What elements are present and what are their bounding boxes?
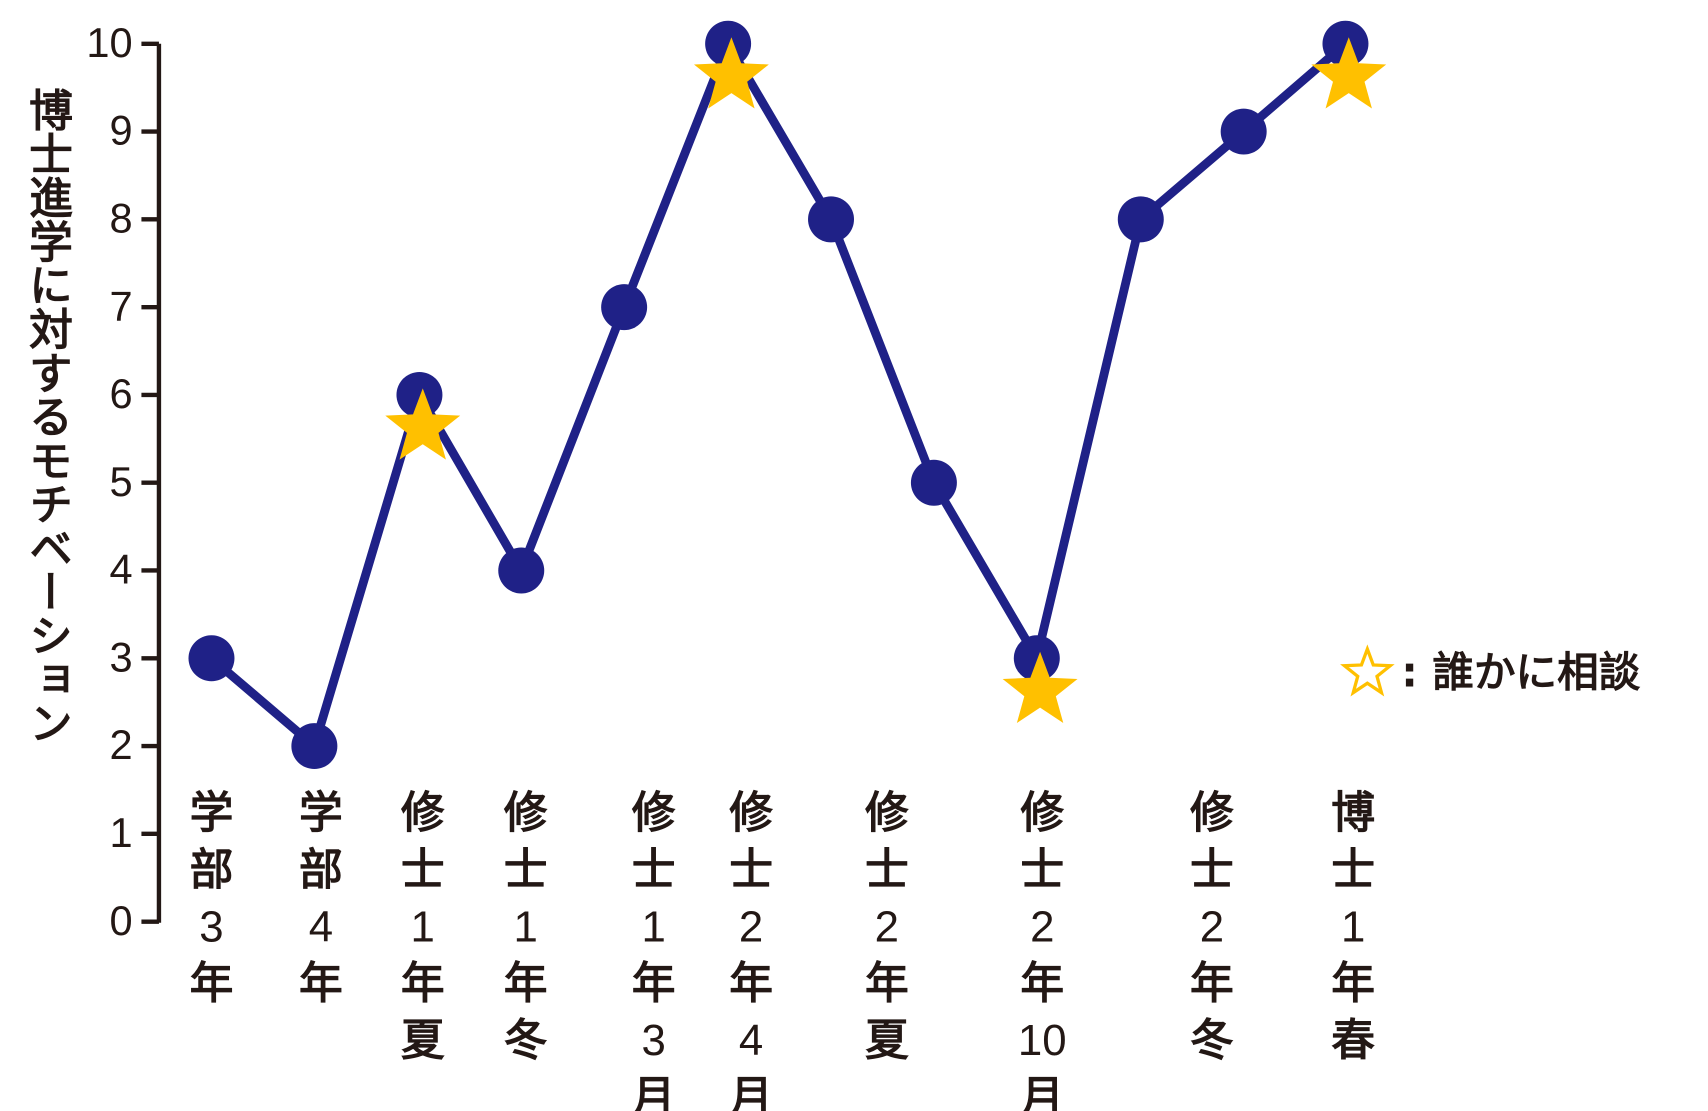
x-tick-label: 学部 4 年 [299, 787, 343, 1009]
line [208, 39, 1349, 751]
point [291, 723, 338, 770]
x-tick-label: 修士 1 年 3 月 [632, 787, 676, 1111]
y-tick-label: 3 [110, 633, 133, 680]
x-tick-label: 修士 2 年冬 [1190, 787, 1234, 1066]
x-tick-label: 学部 3 年 [190, 787, 234, 1009]
y-axis-label: 博士進学に対するモチベーション [21, 87, 73, 744]
y-tick-label: 7 [110, 282, 133, 329]
consult-star [1002, 651, 1078, 723]
point [808, 196, 854, 243]
point [1220, 108, 1267, 155]
consult-star [385, 388, 461, 460]
y-tick-label: 9 [110, 107, 133, 154]
point [188, 635, 235, 682]
y-tick-label: 10 [86, 19, 132, 66]
legend-label: : 誰かに相談 [1401, 647, 1640, 696]
legend-star [1340, 644, 1395, 697]
y-tick-label: 1 [110, 809, 133, 856]
y-tick-label: 6 [110, 370, 133, 417]
point [396, 371, 443, 418]
x-tick-label: 修士 2 年 10 月 [1018, 787, 1067, 1111]
x-tick-label: 修士 1 年夏 [401, 787, 445, 1066]
point [498, 547, 545, 594]
point [601, 284, 648, 331]
consult-star [693, 37, 769, 109]
x-tick-label: 修士 2 年夏 [865, 787, 909, 1066]
y-tick-label: 0 [110, 897, 133, 944]
x-tick-label: 博士 1 年春 [1331, 787, 1375, 1066]
y-tick-label: 8 [110, 195, 133, 242]
point [705, 20, 752, 67]
point [910, 459, 957, 506]
x-tick-label: 修士 2 年 4 月 [729, 787, 773, 1111]
y-tick-label: 5 [110, 458, 133, 505]
point [1117, 196, 1164, 243]
y-tick-label: 4 [110, 546, 133, 593]
x-tick-label: 修士 1 年冬 [504, 787, 548, 1066]
consult-star [1311, 37, 1387, 109]
point [1322, 20, 1369, 67]
point [1013, 635, 1060, 682]
y-tick-label: 2 [110, 721, 133, 768]
